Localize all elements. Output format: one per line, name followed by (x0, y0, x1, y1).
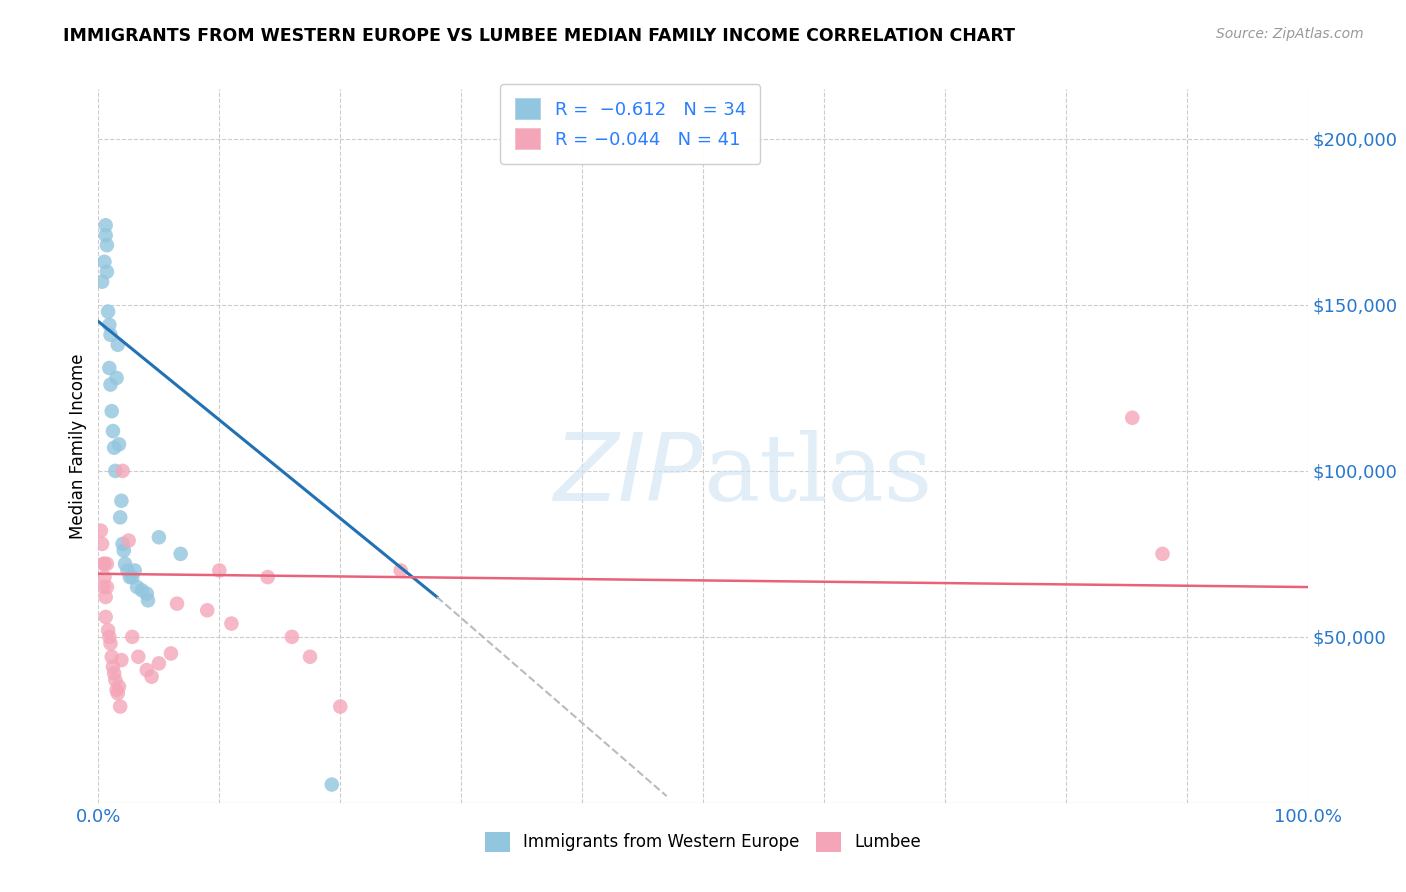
Point (281, 630, 304, 644)
Point (329, 699, 352, 714)
Point (104, 464, 127, 478)
Point (103, 666, 125, 681)
Point (90, 524, 112, 538)
Point (148, 530, 170, 544)
Point (112, 543, 135, 558)
Point (127, 580, 149, 594)
Point (100, 377, 122, 392)
Point (141, 670, 163, 684)
Point (94, 228, 117, 243)
Point (108, 699, 131, 714)
Point (108, 510, 131, 524)
Point (94, 590, 117, 604)
Point (114, 557, 136, 571)
Point (110, 493, 132, 508)
Point (148, 657, 170, 671)
Text: ZIP: ZIP (554, 429, 703, 520)
Point (118, 570, 141, 584)
Point (96, 238, 118, 252)
Point (107, 686, 129, 700)
Point (166, 597, 188, 611)
Point (195, 603, 218, 617)
Point (91, 275, 114, 289)
Point (136, 593, 159, 607)
Point (100, 649, 122, 664)
Point (103, 441, 125, 455)
Point (107, 338, 129, 352)
Point (100, 404, 122, 418)
Point (108, 437, 131, 451)
Point (121, 570, 143, 584)
Point (91, 537, 114, 551)
Point (256, 570, 278, 584)
Point (208, 564, 231, 578)
Point (221, 616, 243, 631)
Y-axis label: Median Family Income: Median Family Income (69, 353, 87, 539)
Point (111, 537, 134, 551)
Point (97, 624, 120, 638)
Point (104, 673, 127, 687)
Point (93, 254, 115, 268)
Point (100, 327, 122, 342)
Point (98, 630, 121, 644)
Point (101, 659, 124, 673)
Point (105, 371, 128, 385)
Point (110, 653, 132, 667)
Legend: Immigrants from Western Europe, Lumbee: Immigrants from Western Europe, Lumbee (478, 825, 928, 859)
Point (94, 610, 117, 624)
Point (96, 580, 118, 594)
Point (121, 630, 143, 644)
Point (124, 564, 146, 578)
Point (127, 649, 149, 664)
Point (91, 580, 114, 594)
Point (131, 583, 153, 598)
Text: IMMIGRANTS FROM WESTERN EUROPE VS LUMBEE MEDIAN FAMILY INCOME CORRELATION CHART: IMMIGRANTS FROM WESTERN EUROPE VS LUMBEE… (63, 27, 1015, 45)
Point (321, 778, 343, 792)
Point (96, 557, 118, 571)
Point (101, 424, 124, 438)
Text: atlas: atlas (703, 430, 932, 519)
Point (93, 570, 115, 584)
Point (97, 304, 120, 318)
Text: Source: ZipAtlas.com: Source: ZipAtlas.com (1216, 27, 1364, 41)
Point (1152, 547, 1174, 561)
Point (111, 464, 134, 478)
Point (135, 663, 157, 677)
Point (117, 564, 139, 578)
Point (1121, 410, 1143, 425)
Point (108, 680, 131, 694)
Point (98, 318, 121, 332)
Point (105, 682, 128, 697)
Point (94, 219, 117, 233)
Point (93, 557, 115, 571)
Point (299, 649, 322, 664)
Point (118, 533, 141, 548)
Point (96, 265, 118, 279)
Point (100, 636, 122, 650)
Point (98, 361, 121, 376)
Point (389, 564, 412, 578)
Point (160, 647, 183, 661)
Point (91, 557, 114, 571)
Point (169, 547, 191, 561)
Point (135, 587, 157, 601)
